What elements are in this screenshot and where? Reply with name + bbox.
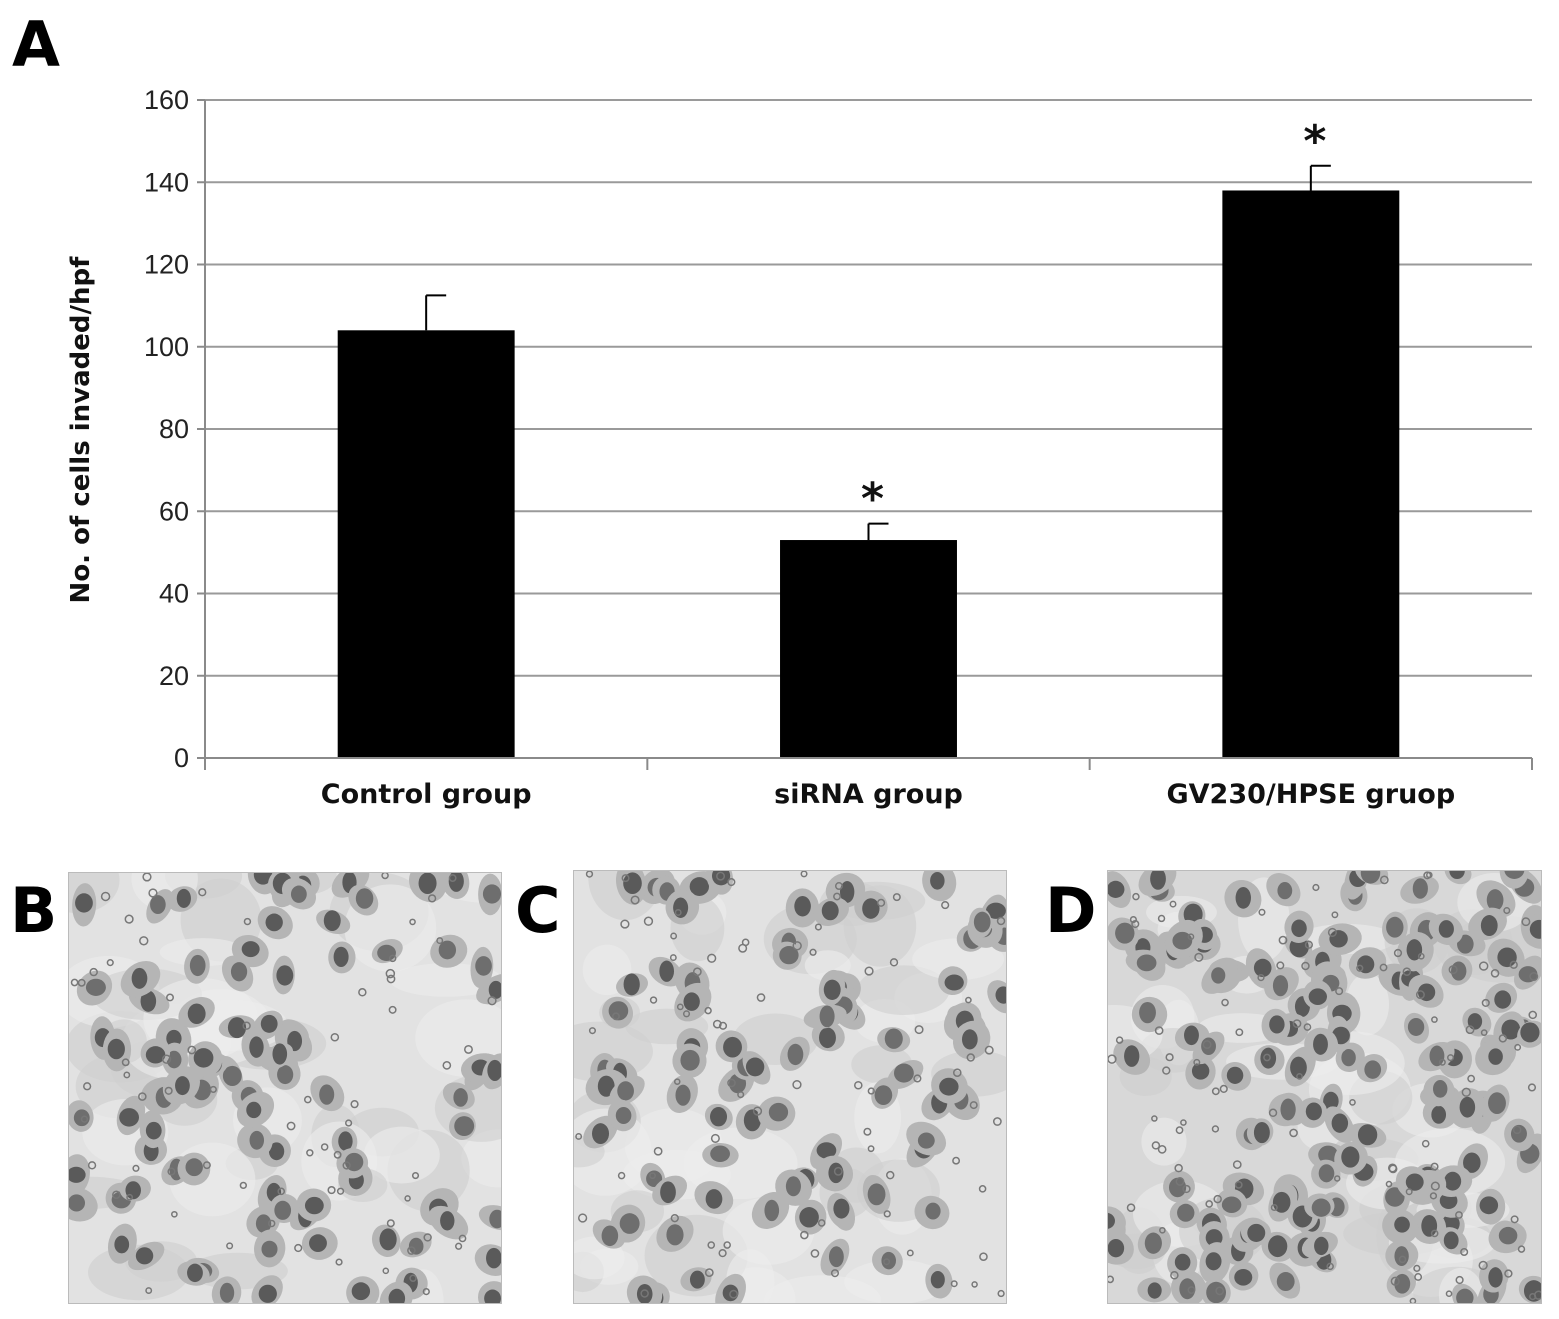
micrograph-gv230-hpse [1107, 870, 1542, 1304]
bar [780, 540, 957, 758]
y-tick-label: 60 [159, 496, 189, 526]
y-tick-label: 80 [159, 414, 189, 444]
bar [1222, 190, 1400, 759]
y-tick-label: 20 [159, 661, 189, 691]
x-category-label: Control group [321, 779, 532, 810]
significance-marker: * [861, 474, 884, 525]
y-tick-label: 140 [144, 167, 189, 197]
panel-label-a: A [12, 8, 60, 81]
x-category-label: siRNA group [774, 779, 963, 810]
bar [337, 330, 515, 758]
significance-marker: * [1303, 116, 1326, 167]
x-category-label: GV230/HPSE gruop [1166, 779, 1455, 810]
panel-label-d: D [1045, 874, 1097, 947]
y-tick-label: 0 [174, 743, 189, 773]
y-tick-label: 100 [144, 332, 189, 362]
panel-label-b: B [10, 874, 58, 947]
labels: 0 20 40 60 80 100 120 140 160 Control group * siRNA… [144, 85, 1455, 810]
bars [337, 164, 1400, 759]
y-tick-label: 40 [159, 579, 189, 609]
y-tick-label: 160 [144, 85, 189, 115]
bar-chart: 0 20 40 60 80 100 120 140 160 Control group * siRNA… [66, 85, 1533, 810]
axes [197, 99, 1533, 770]
y-tick-label: 120 [144, 250, 189, 280]
panel-label-c: C [515, 874, 561, 947]
y-axis-label: No. of cells invaded/hpf [66, 256, 96, 604]
micrograph-control [68, 872, 502, 1304]
micrograph-sirna [573, 870, 1007, 1304]
